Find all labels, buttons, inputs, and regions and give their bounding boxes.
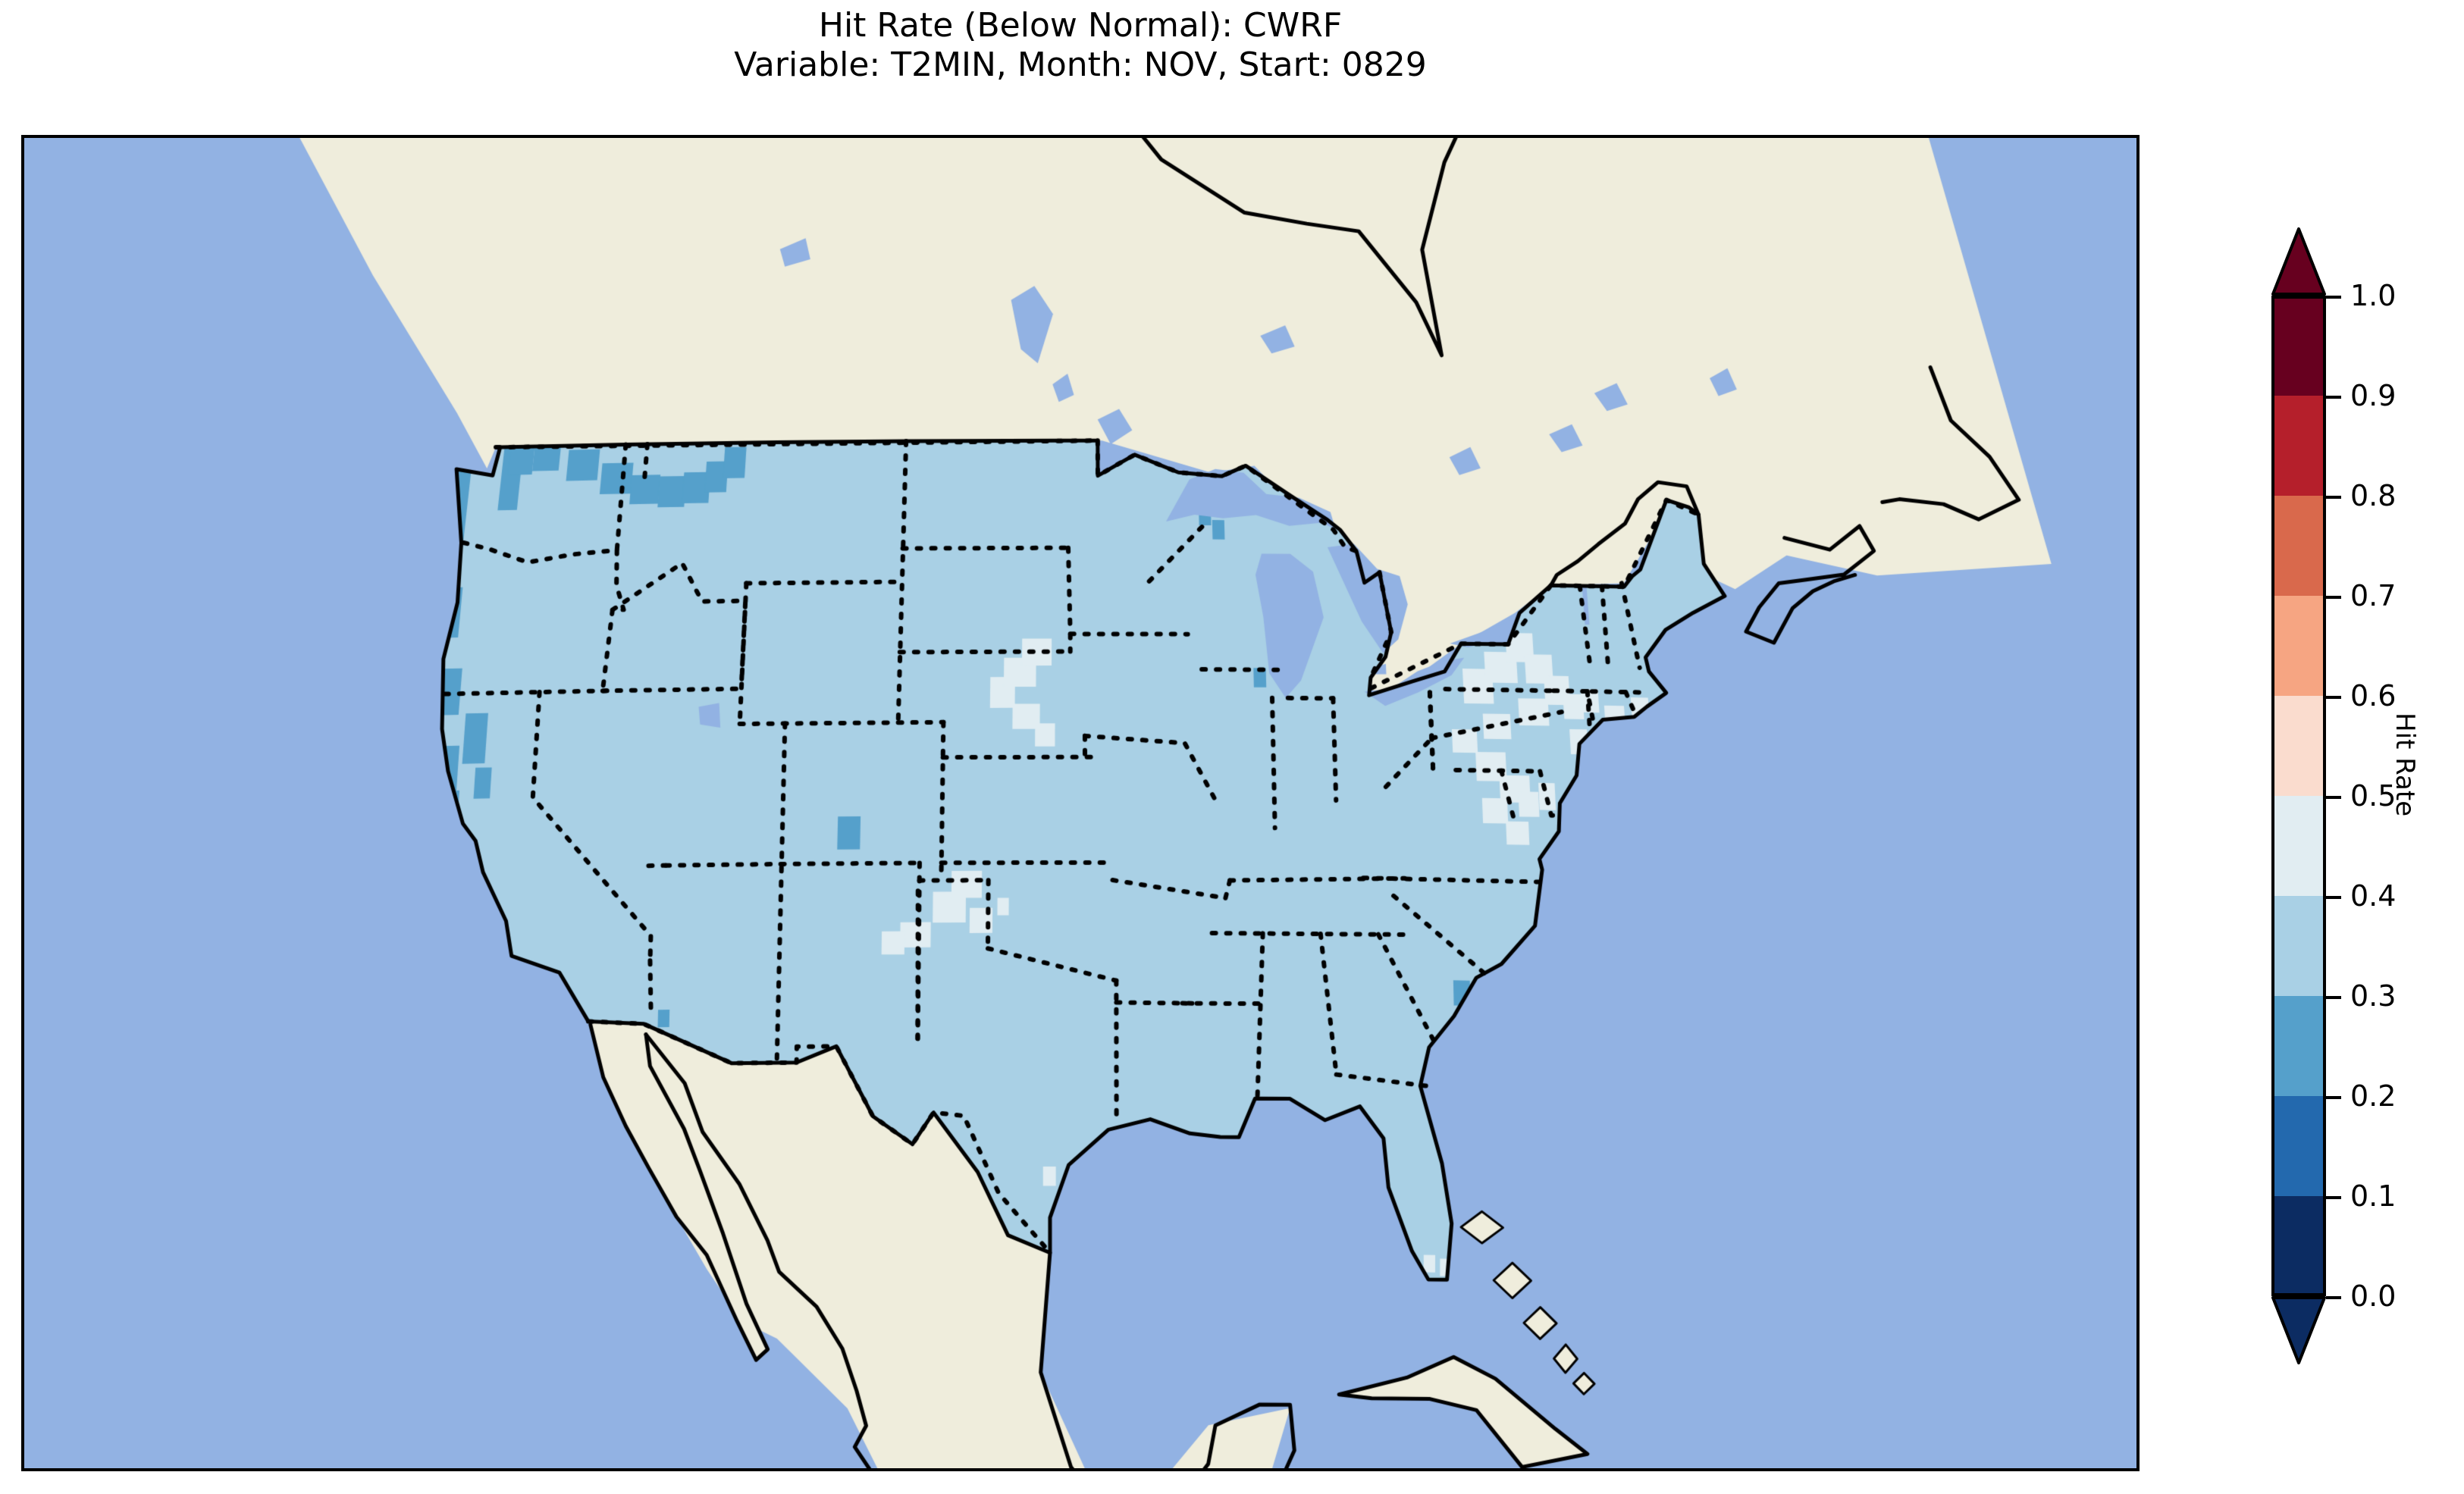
colorbar-tick [2326, 896, 2341, 899]
title-line-1: Hit Rate (Below Normal): CWRF [818, 6, 1343, 45]
figure-title: Hit Rate (Below Normal): CWRF Variable: … [0, 6, 2161, 85]
colorbar-tick [2326, 1096, 2341, 1099]
hit-rate-map-canvas [24, 138, 2136, 1468]
colorbar-tick [2326, 1196, 2341, 1199]
colorbar-extend-min-arrow [2271, 1296, 2326, 1364]
colorbar-bands [2271, 296, 2326, 1296]
colorbar-tick [2326, 796, 2341, 799]
colorbar-tick-label: 0.2 [2350, 1079, 2397, 1113]
colorbar-band [2271, 1196, 2326, 1296]
colorbar-band [2271, 796, 2326, 896]
colorbar-tick [2326, 496, 2341, 499]
title-line-2: Variable: T2MIN, Month: NOV, Start: 0829 [734, 45, 1427, 84]
colorbar-band [2271, 596, 2326, 696]
colorbar-tick-label: 0.6 [2350, 679, 2397, 713]
colorbar-band [2271, 896, 2326, 996]
colorbar-band [2271, 496, 2326, 596]
colorbar-tick [2326, 596, 2341, 599]
colorbar-tick [2326, 396, 2341, 399]
colorbar-tick [2326, 296, 2341, 299]
colorbar: 1.0 0.9 0.8 0.7 0.6 0.5 0.4 0.3 0.2 0.1 0.0 Hit Ra… [2271, 227, 2461, 1364]
colorbar-tick-label: 0.0 [2350, 1279, 2397, 1313]
colorbar-band [2271, 296, 2326, 396]
colorbar-band [2271, 396, 2326, 496]
colorbar-title-label: Hit Rate [2390, 713, 2420, 817]
colorbar-band [2271, 696, 2326, 796]
colorbar-tick-label: 0.3 [2350, 979, 2397, 1013]
colorbar-tick-label: 0.9 [2350, 379, 2397, 412]
colorbar-tick [2326, 996, 2341, 999]
colorbar-extend-max-arrow [2271, 227, 2326, 296]
colorbar-tick [2326, 696, 2341, 699]
colorbar-band [2271, 996, 2326, 1096]
colorbar-tick-label: 0.7 [2350, 579, 2397, 612]
colorbar-tick-label: 0.1 [2350, 1179, 2397, 1213]
colorbar-tick-label: 0.8 [2350, 479, 2397, 512]
colorbar-tick-label: 1.0 [2350, 279, 2397, 312]
map-frame [21, 135, 2140, 1471]
colorbar-tick-label: 0.4 [2350, 879, 2397, 913]
colorbar-band [2271, 1096, 2326, 1196]
colorbar-tick [2326, 1296, 2341, 1299]
